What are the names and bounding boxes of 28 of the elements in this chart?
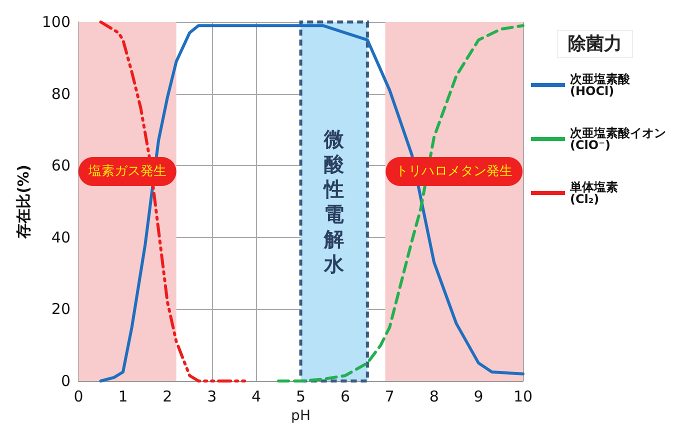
legend-label: 次亜塩素酸イオン (ClO⁻) [570, 126, 666, 152]
y-tick-label: 0 [60, 372, 71, 390]
y-axis-title: 存在比(%) [14, 164, 32, 240]
y-tick-label: 80 [51, 84, 71, 103]
x-tick-label: 9 [474, 388, 484, 406]
x-tick-label: 8 [429, 388, 439, 406]
band-label: 塩素ガス発生 [87, 164, 166, 179]
y-tick-label: 60 [51, 156, 71, 175]
line-series [277, 24, 524, 382]
x-tick-label: 5 [296, 388, 306, 406]
legend-label: 次亜塩素酸 (HOCl) [570, 72, 631, 98]
y-tick-label: 20 [51, 300, 71, 318]
legend-title: 除菌力 [568, 34, 622, 54]
band-label: 微酸性電解水 [322, 127, 346, 276]
x-tick-label: 2 [162, 388, 172, 406]
x-tick-label: 1 [118, 388, 128, 406]
x-tick-label: 10 [513, 388, 533, 406]
line-series [99, 24, 524, 382]
x-tick-label: 0 [74, 388, 84, 406]
x-tick-label: 7 [384, 388, 394, 406]
legend-label: 単体塩素 (Cl₂) [569, 180, 618, 206]
band-label: トリハロメタン発生 [396, 164, 513, 179]
x-tick-label: 4 [252, 388, 262, 406]
y-tick-label: 100 [42, 13, 71, 31]
x-tick-label: 6 [340, 388, 350, 406]
x-tick-label: 3 [207, 388, 217, 406]
x-axis-title: pH [291, 408, 310, 424]
y-tick-label: 40 [51, 228, 71, 246]
